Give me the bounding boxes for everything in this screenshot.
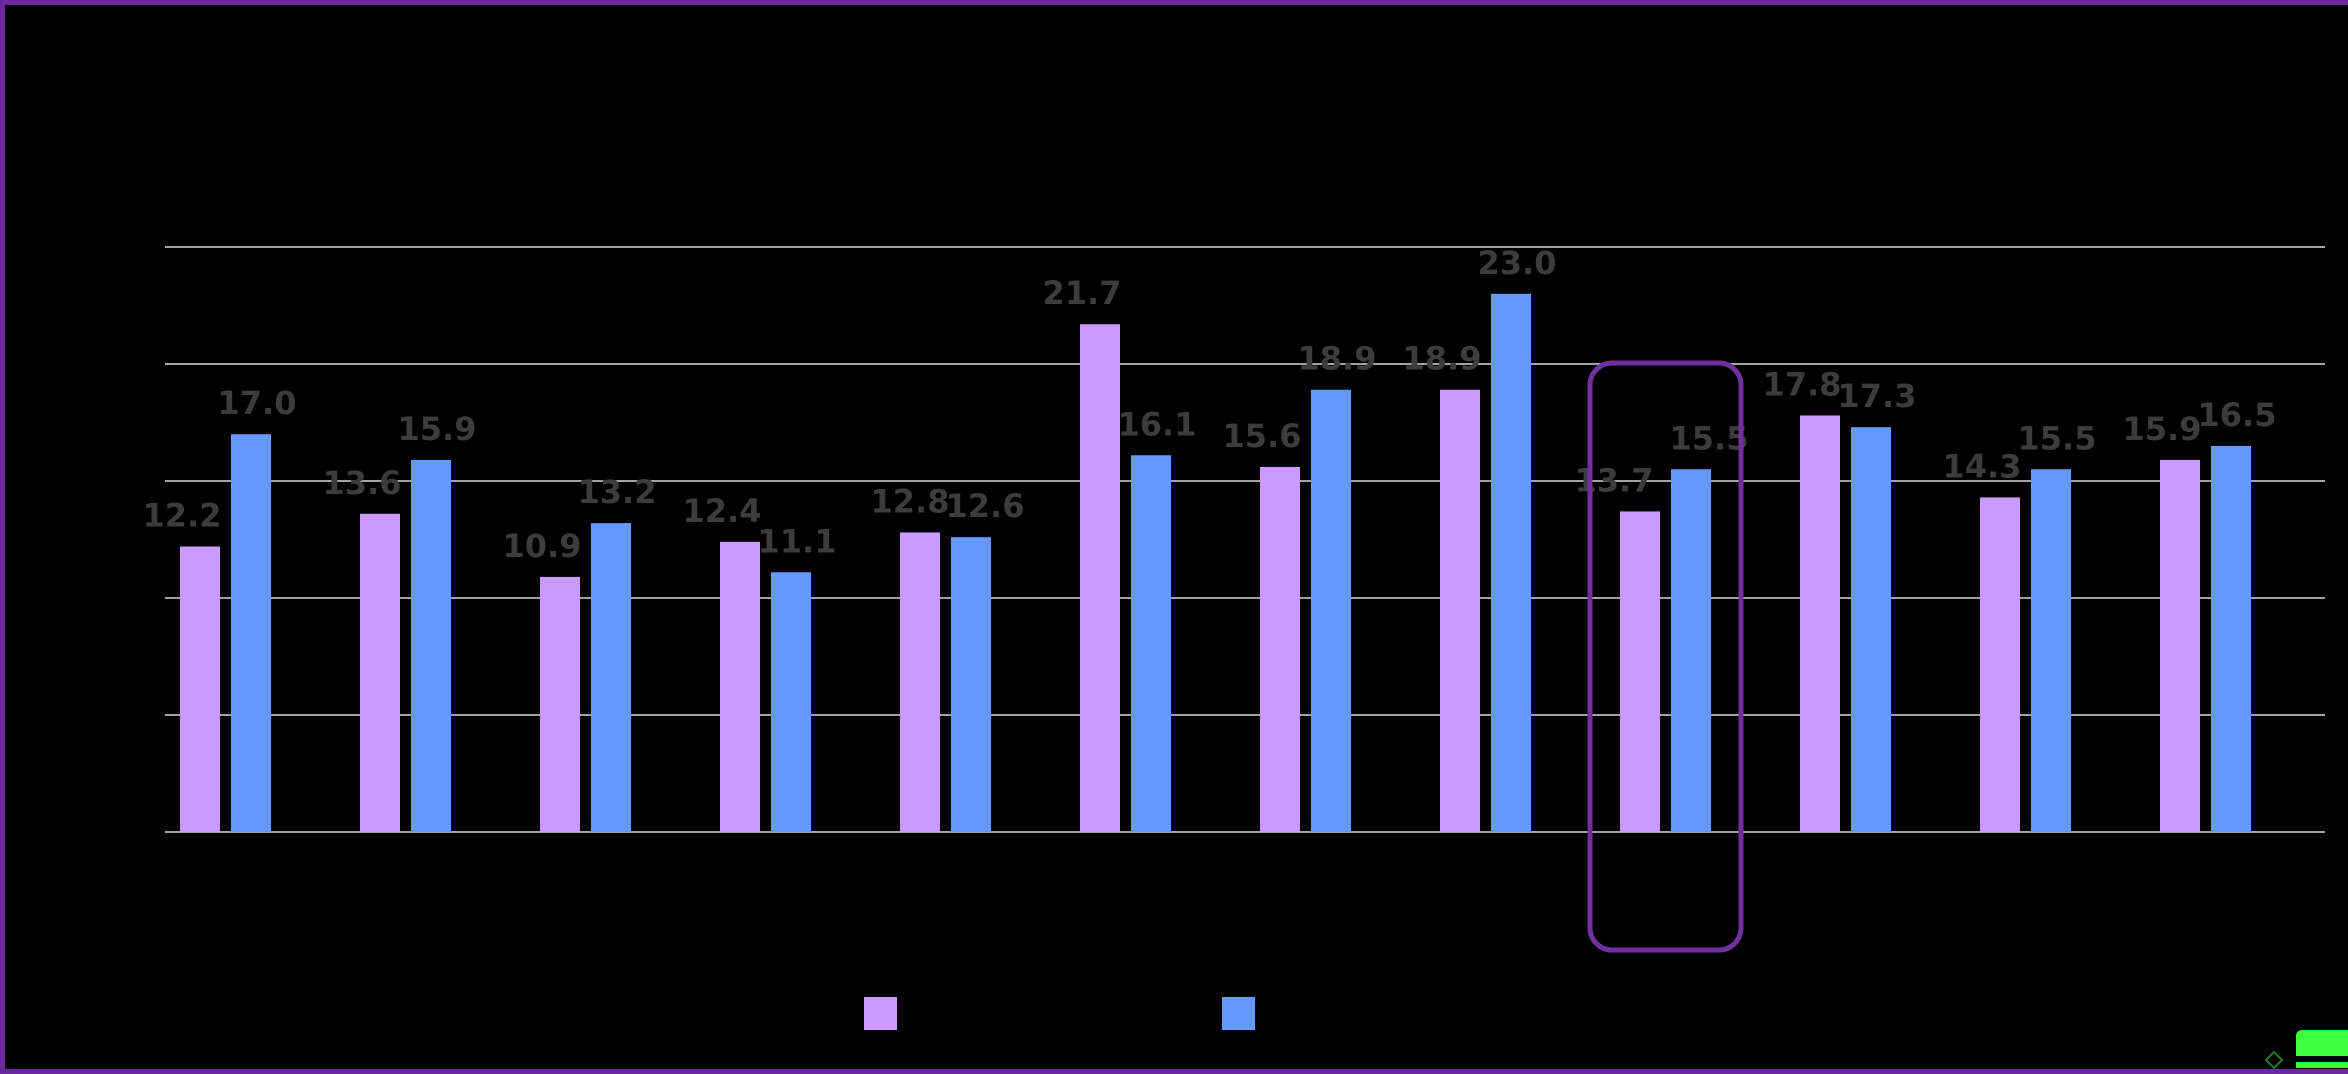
data-label-series-1-cat-8: 18.9 [1403, 340, 1482, 378]
data-label-series-1-cat-3: 10.9 [503, 527, 582, 565]
data-label-series-1-cat-9: 13.7 [1575, 461, 1654, 499]
data-label-series-1-cat-6: 21.7 [1043, 274, 1122, 312]
data-labels: 12.2 13.6 10.9 12.4 12.8 21.7 15.6 18.9 13.7 17.8… [143, 244, 2277, 565]
data-label-series-2-cat-7: 18.9 [1298, 340, 1377, 378]
data-label-series-1-cat-11: 14.3 [1943, 447, 2022, 485]
data-label-series-2-cat-9: 15.5 [1670, 419, 1749, 457]
data-label-series-2-cat-1: 17.0 [218, 384, 297, 422]
bar-series-1-cat-6 [1080, 324, 1120, 832]
data-label-series-1-cat-5: 12.8 [871, 482, 950, 520]
data-label-series-1-cat-1: 12.2 [143, 497, 222, 535]
highlight-rect [1587, 360, 1744, 953]
data-label-series-2-cat-12: 16.5 [2198, 396, 2277, 434]
bar-series-2-cat-11 [2031, 469, 2071, 832]
data-label-series-2-cat-2: 15.9 [398, 410, 477, 448]
data-label-series-1-cat-12: 15.9 [2123, 410, 2202, 448]
data-label-series-2-cat-10: 17.3 [1838, 377, 1917, 415]
corner-tab[interactable] [2296, 1030, 2348, 1056]
bar-series-1-cat-12 [2160, 459, 2200, 832]
bar-series-1-cat-8 [1440, 389, 1480, 832]
bar-series-1-cat-3 [540, 576, 580, 832]
data-label-series-1-cat-7: 15.6 [1223, 417, 1302, 455]
bar-series-2-cat-5 [951, 537, 991, 832]
highlight-box [1587, 360, 1744, 953]
bar-series-2-cat-8 [1491, 293, 1531, 832]
gridlines [165, 246, 2325, 833]
data-label-series-1-cat-10: 17.8 [1763, 365, 1842, 403]
resize-widget[interactable] [2264, 1010, 2348, 1074]
bar-series-2-cat-1 [231, 434, 271, 832]
data-label-series-2-cat-8: 23.0 [1478, 244, 1557, 282]
data-label-series-1-cat-2: 13.6 [323, 464, 402, 502]
data-label-series-2-cat-5: 12.6 [946, 487, 1025, 525]
bar-series-1-cat-7 [1260, 466, 1300, 832]
bar-series-1-cat-1 [180, 546, 220, 832]
bar-series-1-cat-9 [1620, 511, 1660, 832]
bar-series-1-cat-11 [1980, 497, 2020, 832]
data-label-series-2-cat-11: 15.5 [2018, 419, 2097, 457]
bar-series-1-cat-4 [720, 541, 760, 832]
data-label-series-1-cat-4: 12.4 [683, 492, 762, 530]
data-label-series-2-cat-6: 16.1 [1118, 405, 1197, 443]
bar-series-2-cat-9 [1671, 469, 1711, 832]
bar-series-1-cat-5 [900, 532, 940, 832]
bar-series-2-cat-7 [1311, 389, 1351, 832]
bar-series-1-cat-10 [1800, 415, 1840, 832]
data-label-series-2-cat-3: 13.2 [578, 473, 657, 511]
bar-series-2-cat-3 [591, 523, 631, 832]
bars [180, 293, 2251, 832]
bar-series-2-cat-10 [1851, 427, 1891, 832]
bar-series-2-cat-12 [2211, 445, 2251, 832]
resize-handle-icon[interactable] [2262, 1046, 2288, 1072]
bar-series-2-cat-4 [771, 572, 811, 832]
corner-tab-line [2296, 1062, 2348, 1068]
bar-series-1-cat-2 [360, 513, 400, 832]
bar-series-2-cat-2 [411, 459, 451, 832]
bar-series-2-cat-6 [1131, 455, 1171, 832]
data-label-series-2-cat-4: 11.1 [758, 522, 837, 560]
